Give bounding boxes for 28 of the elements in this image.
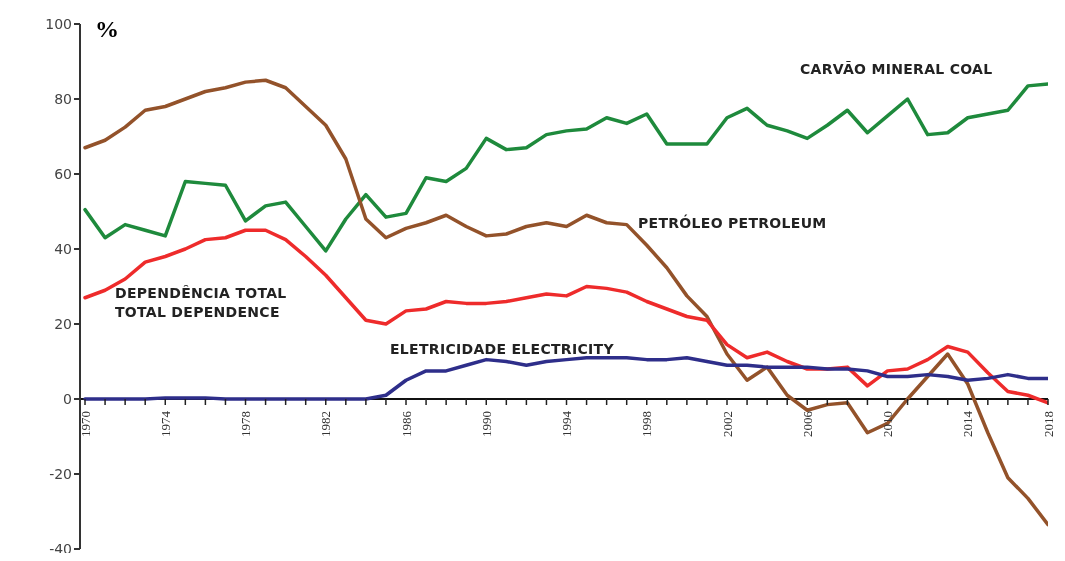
y-tick-label: 100: [45, 15, 72, 32]
x-tick-label: 2014: [960, 410, 976, 437]
y-tick-label: -20: [49, 465, 72, 482]
y-tick-label: 0: [63, 390, 72, 407]
series-label: PETRÓLEO PETROLEUM: [638, 214, 828, 233]
line-series: [83, 82, 1048, 253]
line-series: [83, 356, 1048, 401]
x-tick-label: 1994: [559, 410, 575, 437]
text: CARVÃO MINERAL COAL: [800, 60, 994, 79]
x-tick-label: 1978: [238, 411, 254, 437]
x-tick-label: 1974: [157, 410, 173, 437]
x-tick-label: 2006: [799, 410, 815, 437]
series-label: DEPENDÊNCIA TOTAL TOTAL DEPENDENCE: [115, 284, 288, 322]
series-label: ELETRICIDADE ELECTRICITY: [390, 340, 615, 359]
x-tick-label: 1998: [639, 411, 655, 437]
x-tick-label: 1986: [398, 410, 414, 437]
line-series: [83, 228, 1048, 405]
x-tick-label: 2010: [880, 411, 895, 437]
y-tick-label: 60: [54, 165, 72, 182]
x-tick-label: 1970: [77, 411, 93, 437]
y-tick-label: 40: [54, 240, 72, 257]
x-tick-label: 2018: [1040, 411, 1056, 437]
y-tick-label: 80: [54, 90, 72, 107]
x-tick-label: 2002: [719, 411, 735, 437]
y-tick-label: 20: [54, 315, 72, 332]
x-tick-label: 1990: [478, 411, 494, 437]
y-axis-title: %: [95, 16, 119, 43]
x-tick-label: 1982: [318, 411, 334, 437]
